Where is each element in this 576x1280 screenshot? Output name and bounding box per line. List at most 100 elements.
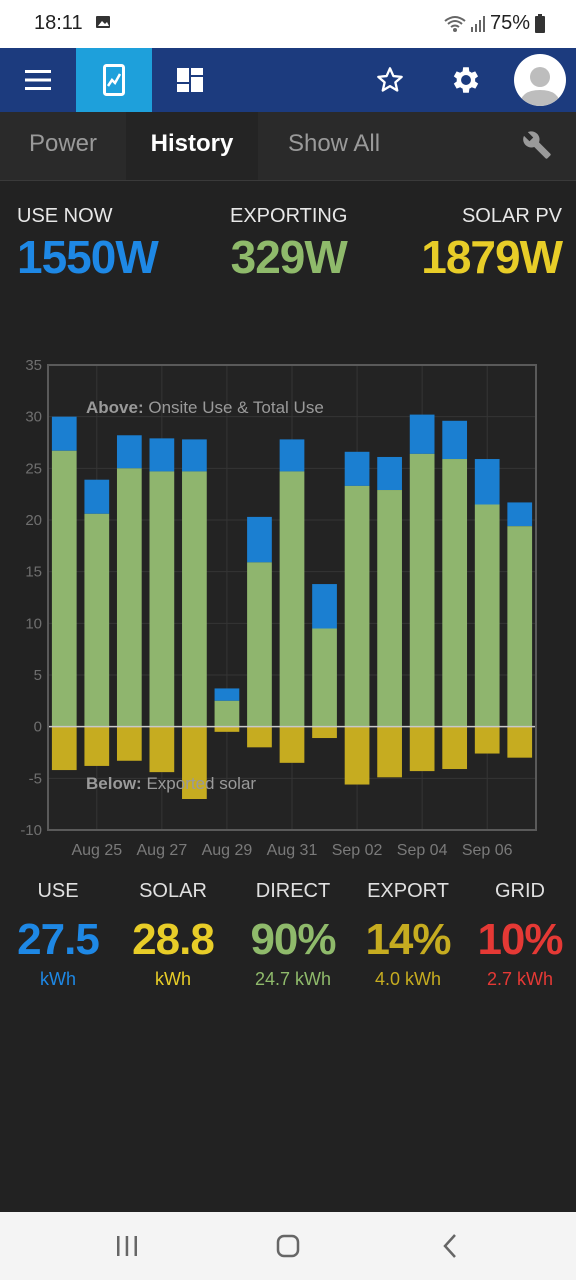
tab-power[interactable]: Power [28, 130, 98, 157]
bar-total-use [409, 414, 435, 454]
grid-summary-kwh: 2.7 kWh [486, 969, 554, 989]
y-tick-label: 30 [25, 409, 42, 426]
use-summary-unit: kWh [40, 969, 76, 989]
home-icon [276, 1234, 300, 1258]
below-annotation: Below: Exported solar [86, 774, 256, 793]
bar-exported-solar [84, 726, 110, 766]
bar-total-use [312, 584, 337, 629]
bar-total-use [279, 439, 305, 472]
settings-button[interactable] [434, 48, 498, 112]
solar-summary-value: 28.8 [132, 915, 215, 964]
y-tick-label: 5 [34, 667, 42, 684]
star-outline-icon [377, 67, 403, 92]
battery-percent: 75% [489, 12, 530, 34]
recent-apps-icon [117, 1236, 137, 1256]
wrench-icon[interactable] [522, 130, 552, 160]
bar-onsite-use [474, 504, 500, 727]
dashboard-icon [177, 68, 203, 92]
status-bar: 18:11 75% [0, 0, 576, 48]
tab-show-all[interactable]: Show All [287, 130, 381, 157]
plot-border [47, 364, 537, 831]
direct-summary-kwh: 24.7 kWh [254, 969, 332, 989]
y-tick-label: 35 [25, 357, 42, 374]
bar-onsite-use [182, 471, 207, 727]
direct-summary-label: DIRECT [255, 880, 331, 902]
y-tick-label: -5 [29, 770, 42, 787]
bar-exported-solar [312, 726, 337, 739]
bar-onsite-use [344, 485, 370, 727]
bar-onsite-use [149, 471, 175, 727]
bar-exported-solar [149, 726, 175, 773]
history-chart[interactable]: 35 30 25 20 15 10 5 0 -5 -10 Aug 25 Aug 27 Aug 29 Aug… [0, 350, 576, 870]
bar-exported-solar [377, 726, 402, 778]
bar-total-use [84, 479, 110, 514]
recent-apps-button[interactable] [107, 1230, 147, 1262]
bar-total-use [474, 459, 500, 505]
exporting-stat: EXPORTING 329W [230, 205, 348, 284]
bar-onsite-use [312, 628, 337, 727]
solar-summary: SOLAR 28.8 kWh [115, 880, 231, 990]
grid-summary-label: GRID [495, 880, 545, 902]
exporting-value: 329W [230, 231, 348, 283]
avatar [514, 54, 566, 106]
gear-icon [453, 67, 479, 93]
app-toolbar [0, 48, 576, 112]
bar-total-use [442, 420, 468, 460]
bar-onsite-use [247, 562, 272, 727]
solar-summary-label: SOLAR [139, 880, 207, 902]
bar-total-use [51, 416, 77, 451]
bar-exported-solar [409, 726, 435, 772]
bar-onsite-use [409, 453, 435, 727]
bar-exported-solar [474, 726, 500, 754]
grid-summary: GRID 10% 2.7 kWh [462, 880, 576, 990]
bar-total-use [507, 502, 533, 527]
use-now-value: 1550W [17, 231, 159, 283]
use-summary: USE 27.5 kWh [0, 880, 116, 990]
x-tick-label: Aug 31 [267, 842, 318, 859]
exporting-label: EXPORTING [230, 205, 348, 227]
status-indicators: 75% [444, 12, 546, 35]
x-tick-label: Aug 27 [137, 842, 188, 859]
hamburger-menu-icon [25, 70, 51, 90]
home-button[interactable] [268, 1230, 308, 1262]
back-button[interactable] [430, 1230, 470, 1262]
solar-summary-unit: kWh [155, 969, 191, 989]
bar-onsite-use [442, 459, 468, 727]
bar-total-use [214, 688, 240, 701]
profile-button[interactable] [514, 48, 566, 112]
favorite-button[interactable] [358, 48, 422, 112]
bar-total-use [116, 435, 142, 469]
use-summary-value: 27.5 [17, 915, 100, 964]
use-now-stat: USE NOW 1550W [17, 205, 159, 284]
y-tick-label: 25 [25, 460, 42, 477]
tab-history[interactable]: History [126, 112, 258, 180]
menu-button[interactable] [0, 48, 76, 112]
tab-bar: Power History Show All [0, 112, 576, 181]
history-chart-container: 35 30 25 20 15 10 5 0 -5 -10 Aug 25 Aug 27 Aug 29 Aug… [0, 350, 576, 870]
x-tick-label: Sep 04 [397, 842, 448, 859]
y-tick-label: 0 [34, 719, 42, 736]
image-notification-icon [96, 16, 110, 28]
bar-exported-solar [442, 726, 468, 770]
bar-exported-solar [279, 726, 305, 763]
export-summary-label: EXPORT [367, 880, 449, 902]
bar-onsite-use [51, 450, 77, 727]
export-summary-kwh: 4.0 kWh [374, 969, 442, 989]
signal-icon [470, 15, 485, 32]
solar-pv-label: SOLAR PV [461, 205, 562, 227]
chart-view-button[interactable] [76, 48, 152, 112]
bar-onsite-use [279, 471, 305, 727]
dashboard-button[interactable] [152, 48, 228, 112]
bar-exported-solar [247, 726, 272, 748]
user-avatar-icon [520, 67, 560, 106]
wifi-icon [444, 15, 466, 32]
x-tick-label: Sep 02 [332, 842, 383, 859]
grid-summary-value: 10% [477, 915, 563, 964]
x-tick-label: Aug 29 [202, 842, 253, 859]
bar-exported-solar [182, 726, 207, 799]
bar-onsite-use [507, 526, 533, 727]
direct-summary-value: 90% [250, 915, 336, 964]
system-nav-bar [0, 1212, 576, 1280]
bar-total-use [182, 439, 207, 472]
y-tick-label: 10 [25, 615, 42, 632]
